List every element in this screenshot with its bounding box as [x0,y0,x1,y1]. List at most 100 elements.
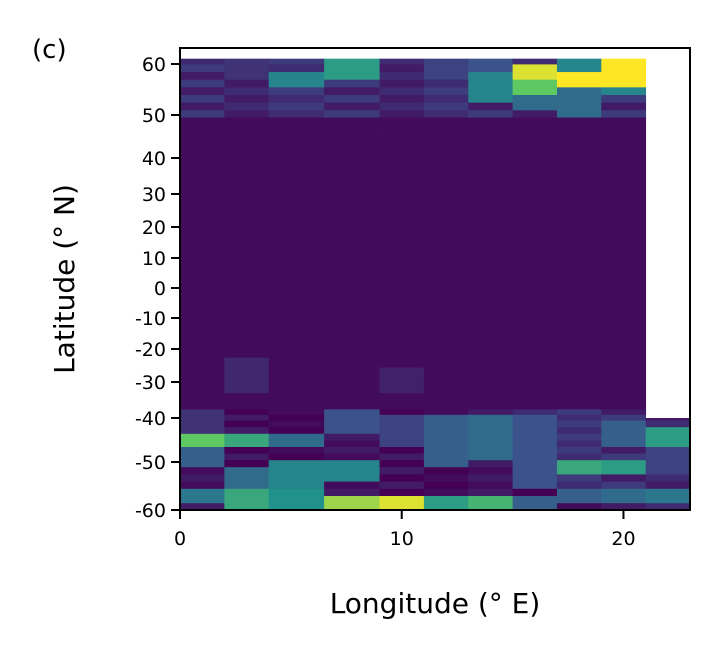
heatmap-cell [512,261,558,266]
heatmap-cell [512,256,558,262]
heatmap-cell [423,319,469,325]
heatmap-cell [224,288,270,293]
heatmap-cell [224,251,270,257]
heatmap-cell [423,481,469,489]
heatmap-cell [512,136,558,144]
heatmap-cell [268,420,325,428]
heatmap-cell [180,324,225,330]
heatmap-cell [324,256,380,262]
heatmap-cell [379,357,425,363]
heatmap-cell [512,398,558,404]
heatmap-cell [224,198,270,205]
heatmap-cell [180,426,225,434]
heatmap-cell [468,333,514,339]
x-axis-label: Longitude (° E) [330,587,541,620]
heatmap-cell [268,474,325,482]
heatmap-cell [268,64,325,73]
heatmap-cell [556,377,602,383]
heatmap-cell [468,270,514,275]
heatmap-cell [468,130,514,137]
heatmap-cell [468,466,514,475]
heatmap-cell [556,297,602,302]
heatmap-cell [268,446,325,454]
heatmap-cell [468,237,514,243]
heatmap-cell [468,279,514,284]
heatmap-cell [556,466,602,475]
heatmap-cell [512,306,558,311]
heatmap-cell [324,136,380,144]
heatmap-cell [512,149,558,157]
heatmap-cell [324,488,380,496]
heatmap-cell [180,474,225,482]
heatmap-cell [268,488,325,496]
heatmap-cell [324,362,380,368]
heatmap-cell [224,377,270,383]
heatmap-cell [423,86,469,95]
y-tick-label: -10 [135,308,166,330]
heatmap-cell [224,387,270,394]
heatmap-cell [224,426,270,434]
heatmap-cell [512,414,558,421]
heatmap-cell [324,288,380,293]
heatmap-cell [601,347,647,353]
heatmap-cell [601,58,647,65]
heatmap-cell [468,453,514,461]
heatmap-cell [180,315,225,320]
heatmap-cell [268,387,325,394]
heatmap-cell [379,188,425,195]
heatmap-cell [268,223,325,229]
heatmap-cell [324,382,380,388]
heatmap-cell [379,392,425,399]
heatmap-cell [601,218,647,225]
heatmap-cell [512,265,558,271]
heatmap-cell [180,123,225,131]
heatmap-cell [224,352,270,358]
heatmap-cell [512,283,558,289]
heatmap-cell [379,237,425,243]
heatmap-cell [468,71,514,80]
heatmap-cell [324,155,380,162]
heatmap-cell [324,58,380,65]
heatmap-cell [224,324,270,330]
heatmap-cell [556,109,602,118]
heatmap-cell [556,301,602,307]
heatmap-cell [468,265,514,271]
heatmap-cell [601,288,647,293]
heatmap-cell [379,265,425,271]
heatmap-cell [268,256,325,262]
y-tick-label: 50 [142,105,166,127]
heatmap-cell [423,297,469,302]
heatmap-cell [268,155,325,162]
heatmap-cell [512,409,558,415]
heatmap-cell [180,194,225,200]
heatmap-cell [268,149,325,157]
heatmap-cell [268,315,325,320]
heatmap-cell [423,440,469,447]
heatmap-cell [379,142,425,150]
heatmap-cell [268,237,325,243]
heatmap-cell [468,177,514,184]
y-tick-label: -20 [135,339,166,361]
heatmap-cell [180,279,225,284]
heatmap-cell [324,194,380,200]
heatmap-cell [645,495,690,504]
heatmap-cell [268,233,325,239]
heatmap-cell [512,203,558,210]
heatmap-cell [423,237,469,243]
heatmap-cell [423,223,469,229]
heatmap-cell [423,301,469,307]
heatmap-cell [468,102,514,111]
heatmap-cell [324,218,380,225]
heatmap-cell [379,420,425,428]
heatmap-cell [268,58,325,65]
heatmap-cell [423,228,469,234]
heatmap-cell [556,333,602,339]
heatmap-cell [180,433,225,441]
heatmap-cell [180,79,225,88]
heatmap-cell [423,338,469,344]
heatmap-cell [468,86,514,95]
heatmap-cell [601,377,647,383]
heatmap-cell [268,109,325,118]
heatmap-cell [324,420,380,428]
heatmap-cell [468,315,514,320]
